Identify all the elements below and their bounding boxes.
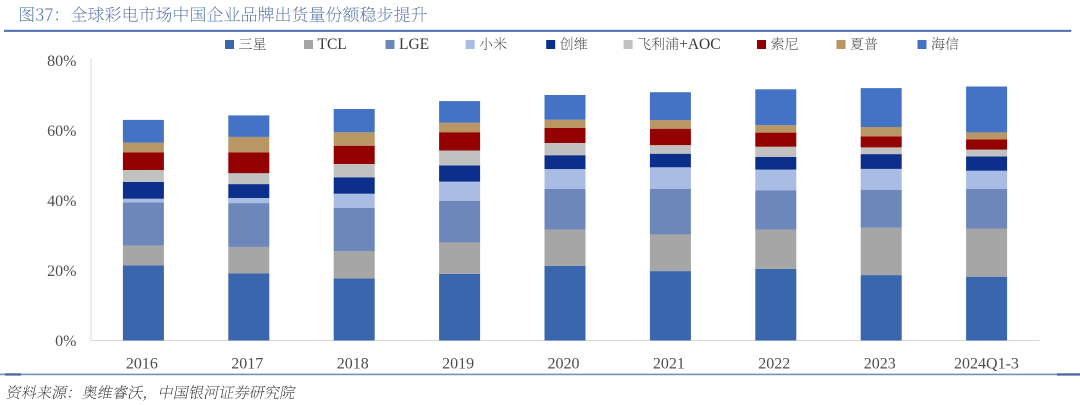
svg-text:20%: 20% xyxy=(47,263,76,280)
svg-text:2024Q1-3: 2024Q1-3 xyxy=(954,356,1019,373)
svg-text:80%: 80% xyxy=(47,53,76,70)
svg-text:2023: 2023 xyxy=(864,356,896,373)
svg-text:+AOC: +AOC xyxy=(679,36,720,53)
svg-text:40%: 40% xyxy=(47,193,76,210)
svg-text:0%: 0% xyxy=(55,333,76,350)
svg-text:2016: 2016 xyxy=(126,356,158,373)
svg-text:2021: 2021 xyxy=(653,356,685,373)
svg-text:2022: 2022 xyxy=(758,356,790,373)
svg-text:2019: 2019 xyxy=(442,356,474,373)
svg-text:60%: 60% xyxy=(47,123,76,140)
svg-text:2017: 2017 xyxy=(231,356,263,373)
svg-text:2020: 2020 xyxy=(548,356,580,373)
svg-text:2018: 2018 xyxy=(337,356,369,373)
svg-text:LGE: LGE xyxy=(399,36,429,53)
svg-text:TCL: TCL xyxy=(318,36,347,53)
